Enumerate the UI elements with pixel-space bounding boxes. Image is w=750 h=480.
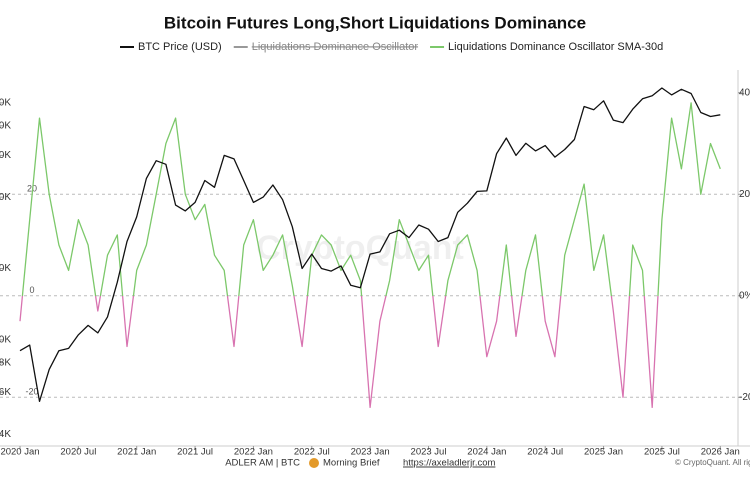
y-tick-label: 40K: [0, 192, 11, 203]
series-line: [19, 102, 721, 409]
x-tick-label: 2021 Jul: [177, 447, 213, 458]
y-tick-label: 20K: [0, 263, 11, 274]
x-tick-label: 2023 Jan: [351, 447, 390, 458]
legend-label[interactable]: BTC Price (USD): [138, 41, 222, 53]
y-tick-label: 10K: [0, 334, 11, 345]
x-tick-label: 2025 Jan: [584, 447, 623, 458]
y2-tick-label: 0%: [739, 290, 750, 301]
y2-grid-label: 0: [29, 285, 34, 295]
y2-tick-label: 40%: [739, 87, 750, 98]
y-tick-label: 4K: [0, 429, 11, 440]
y-tick-label: 60K: [0, 150, 11, 161]
y-tick-label: 100K: [0, 97, 11, 108]
x-tick-label: 2024 Jul: [527, 447, 563, 458]
y2-tick-label: -20%: [739, 392, 750, 403]
x-tick-label: 2024 Jan: [467, 447, 506, 458]
x-tick-label: 2021 Jan: [117, 447, 156, 458]
y2-tick-label: 20%: [739, 189, 750, 200]
x-tick-label: 2020 Jan: [0, 447, 39, 458]
legend-label[interactable]: Liquidations Dominance Oscillator: [252, 41, 419, 53]
legend-label[interactable]: Liquidations Dominance Oscillator SMA-30…: [448, 41, 663, 53]
x-tick-label: 2022 Jan: [234, 447, 273, 458]
chart-title: Bitcoin Futures Long,Short Liquidations …: [164, 13, 586, 32]
y-tick-label: 8K: [0, 357, 11, 368]
footer-icon: [309, 458, 319, 468]
x-tick-label: 2026 Jan: [701, 447, 740, 458]
y-tick-label: 80K: [0, 120, 11, 131]
x-tick-label: 2020 Jul: [60, 447, 96, 458]
x-tick-label: 2022 Jul: [294, 447, 330, 458]
y-tick-label: 6K: [0, 387, 11, 398]
footer-link[interactable]: https://axeladlerjr.com: [403, 458, 495, 469]
series-line: [19, 87, 721, 403]
y2-grid-label: 20: [27, 184, 37, 194]
y2-grid-label: -20: [25, 387, 38, 397]
x-tick-label: 2025 Jul: [644, 447, 680, 458]
legend: BTC Price (USD) Liquidations Dominance Os…: [120, 41, 663, 53]
x-tick-label: 2023 Jul: [411, 447, 447, 458]
footer-author: ADLER AM | BTC: [225, 458, 300, 469]
footer-brief: Morning Brief: [323, 458, 380, 469]
footer-copyright: © CryptoQuant. All rights reserved: [675, 458, 750, 467]
